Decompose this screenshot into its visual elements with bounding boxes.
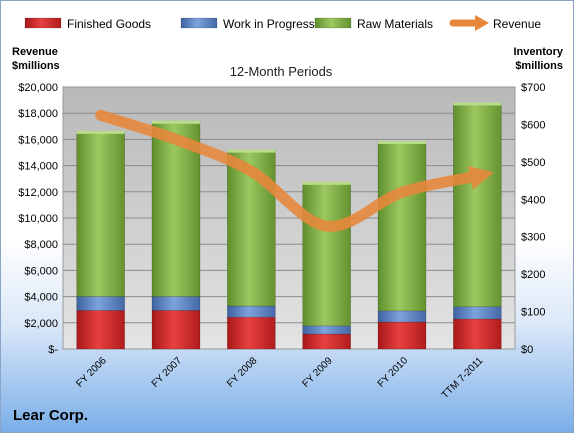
bar-top-fy-2006 [76,130,125,134]
left-tick-label: $- [48,344,58,356]
bar-raw-materials-fy-2006 [76,131,125,297]
bar-work-in-progress-fy-2007 [151,296,201,311]
x-tick-label: FY 2008 [225,355,260,390]
bar-work-in-progress-fy-2008 [227,305,276,318]
company-name: Lear Corp. [13,407,89,424]
legend-arrow-revenue [475,15,489,31]
legend-swatch-finished-goods [24,17,62,29]
left-tick-label: $2,000 [24,318,58,330]
bar-work-in-progress-fy-2006 [76,296,125,311]
bar-raw-materials-fy-2010 [377,141,427,312]
x-tick-label: FY 2010 [376,355,411,390]
bar-top-fy-2008 [227,149,276,153]
bar-raw-materials-fy-2009 [302,182,351,327]
category-axis: FY 2006 FY 2007 FY 2008 FY 2009 FY 2010 TTM 7… [74,355,485,401]
chart-legend: Finished Goods Work in Progress Raw Materi… [24,15,541,31]
right-axis-label-line1: Inventory [513,46,563,58]
bar-finished-goods-fy-2010 [377,321,427,350]
bar-top-fy-2010 [378,141,426,145]
line-revenue [95,109,494,232]
left-tick-label: $20,000 [18,82,58,94]
legend-label-raw-materials: Raw Materials [357,17,433,31]
left-tick-label: $18,000 [18,108,58,120]
left-tick-label: $6,000 [24,265,58,277]
right-tick-label: $200 [521,269,545,281]
bar-finished-goods-fy-2007 [151,310,201,350]
x-tick-label: FY 2007 [150,355,185,390]
bar-work-in-progress-fy-2010 [377,310,427,323]
legend-swatch-raw-materials [314,17,352,29]
left-tick-label: $16,000 [18,134,58,146]
bar-top-fy-2007 [152,120,200,124]
left-tick-label: $4,000 [24,292,58,304]
right-tick-label: $100 [521,307,545,319]
right-axis-label-line2: $millions [515,60,563,72]
legend-label-revenue: Revenue [493,17,541,31]
bar-finished-goods-fy-2008 [227,316,276,350]
bar-finished-goods-ttm-7-2011 [453,318,502,350]
x-tick-label: TTM 7-2011 [440,355,486,401]
bar-work-in-progress-ttm-7-2011 [453,306,502,320]
legend-swatch-work-in-progress [180,17,218,29]
legend-label-finished-goods: Finished Goods [67,17,151,31]
right-tick-label: $500 [521,157,545,169]
right-tick-label: $400 [521,194,545,206]
right-tick-label: $0 [521,344,533,356]
left-axis: $- $2,000 $4,000 $6,000 $8,000 $10,000 $12,000… [18,82,58,356]
left-tick-label: $12,000 [18,187,58,199]
x-tick-label: FY 2009 [300,355,335,390]
left-axis-label-line1: Revenue [12,46,58,58]
legend-label-work-in-progress: Work in Progress [223,17,315,31]
right-tick-label: $300 [521,232,545,244]
left-axis-label-line2: $millions [12,60,60,72]
left-tick-label: $8,000 [24,239,58,251]
right-tick-label: $600 [521,119,545,131]
revenue-line [95,109,494,232]
left-tick-label: $10,000 [18,213,58,225]
bar-finished-goods-fy-2006 [76,310,125,350]
right-tick-label: $700 [521,82,545,94]
bar-series [76,102,502,350]
chart-title: 12-Month Periods [230,64,333,79]
bar-finished-goods-fy-2009 [302,333,351,350]
left-tick-label: $14,000 [18,161,58,173]
x-tick-label: FY 2006 [74,355,109,390]
bar-top-fy-2009 [302,181,351,185]
bar-top-ttm-7-2011 [453,102,502,106]
gridlines [63,112,515,324]
bar-work-in-progress-fy-2009 [302,325,351,335]
right-axis: $0 $100 $200 $300 $400 $500 $600 $700 [521,82,545,356]
bar-raw-materials-ttm-7-2011 [453,103,502,308]
